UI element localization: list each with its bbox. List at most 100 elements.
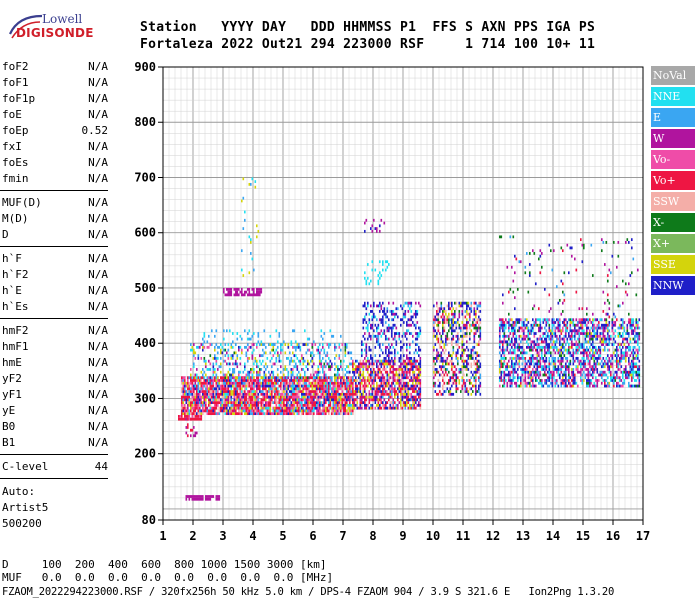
echo-point — [577, 348, 579, 352]
echo-point — [337, 387, 339, 391]
echo-point — [530, 326, 533, 330]
echo-point — [272, 343, 275, 346]
echo-point — [581, 373, 584, 377]
echo-point — [455, 301, 458, 305]
echo-point — [364, 381, 366, 385]
echo-point — [262, 379, 264, 382]
echo-point — [367, 359, 369, 363]
echo-point — [365, 312, 368, 316]
echo-point — [470, 381, 473, 385]
echo-point — [400, 398, 402, 402]
echo-point — [610, 362, 612, 366]
echo-point — [458, 370, 461, 374]
echo-point — [406, 337, 408, 341]
echo-point — [281, 390, 284, 393]
echo-point — [313, 376, 315, 380]
echo-point — [253, 403, 255, 407]
echo-point — [529, 373, 531, 377]
echo-point — [296, 345, 299, 349]
echo-point — [613, 381, 615, 385]
echo-point — [607, 348, 609, 352]
echo-point — [206, 384, 209, 388]
echo-point — [569, 351, 572, 355]
echo-point — [416, 321, 419, 324]
echo-point — [239, 370, 242, 374]
echo-point — [323, 362, 326, 366]
echo-point — [568, 379, 570, 382]
echo-point — [518, 345, 521, 349]
echo-point — [344, 398, 347, 402]
echo-point — [187, 423, 189, 427]
echo-point — [215, 376, 218, 380]
echo-point — [394, 362, 396, 366]
echo-point — [232, 406, 234, 410]
echo-point — [293, 392, 296, 396]
echo-point — [266, 390, 269, 393]
echo-point — [269, 390, 272, 393]
echo-point — [583, 348, 585, 352]
echo-point — [209, 379, 212, 382]
echo-point — [181, 381, 183, 385]
echo-point — [314, 401, 317, 404]
echo-point — [338, 343, 341, 346]
echo-point — [271, 356, 273, 360]
echo-point — [553, 356, 555, 360]
echo-point — [521, 362, 524, 366]
echo-point — [521, 329, 524, 333]
echo-point — [413, 406, 416, 410]
echo-point — [265, 376, 267, 380]
echo-point — [584, 332, 587, 335]
echo-point — [199, 387, 201, 391]
echo-point — [416, 379, 419, 382]
echo-point — [394, 384, 396, 388]
echo-point — [311, 343, 314, 346]
echo-point — [394, 359, 396, 363]
echo-point — [613, 351, 615, 355]
echo-point — [290, 387, 293, 391]
echo-point — [602, 329, 605, 333]
echo-point — [203, 395, 206, 399]
echo-point — [296, 401, 299, 404]
echo-point — [286, 390, 288, 393]
echo-point — [437, 307, 440, 311]
echo-point — [361, 401, 363, 404]
echo-point — [361, 351, 363, 355]
echo-point — [466, 332, 468, 335]
echo-point — [514, 321, 516, 324]
echo-point — [560, 379, 563, 382]
echo-point — [383, 381, 386, 385]
echo-point — [466, 340, 468, 344]
echo-point — [184, 384, 186, 388]
echo-point — [467, 379, 470, 382]
echo-point — [347, 395, 350, 399]
echo-point — [463, 343, 465, 346]
echo-point — [350, 362, 353, 366]
echo-point — [295, 362, 297, 366]
echo-point — [409, 387, 411, 391]
echo-point — [223, 390, 225, 393]
echo-point — [365, 282, 368, 286]
echo-point — [584, 373, 587, 377]
echo-point — [277, 340, 279, 344]
echo-point — [272, 387, 275, 391]
echo-point — [560, 332, 563, 335]
echo-point — [370, 334, 372, 338]
echo-point — [587, 373, 590, 377]
echo-point — [574, 343, 576, 346]
echo-point — [211, 381, 213, 385]
echo-point — [349, 395, 351, 399]
echo-point — [590, 332, 593, 335]
echo-point — [523, 334, 525, 338]
echo-point — [241, 293, 243, 297]
echo-point — [511, 356, 513, 360]
echo-point — [512, 348, 515, 352]
echo-point — [344, 392, 347, 396]
echo-point — [194, 384, 197, 388]
echo-point — [532, 345, 534, 349]
echo-point — [455, 343, 458, 346]
echo-point — [326, 379, 329, 382]
echo-point — [200, 403, 203, 407]
echo-point — [377, 343, 380, 346]
echo-point — [332, 406, 335, 410]
echo-point — [301, 403, 303, 407]
